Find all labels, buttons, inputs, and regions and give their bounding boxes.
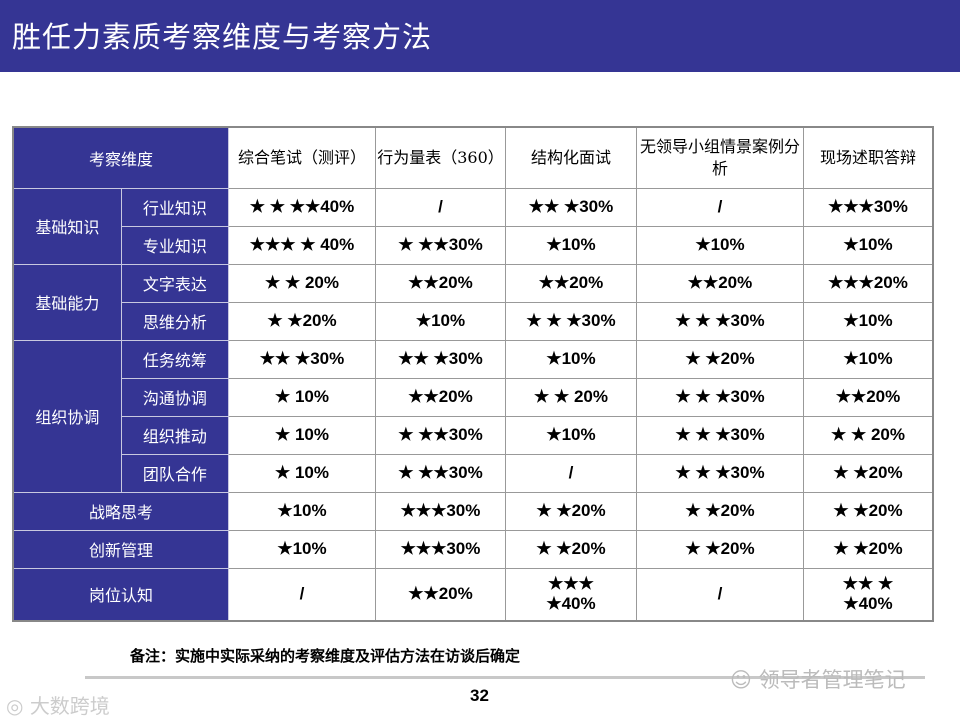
item-label: 任务统筹 — [120, 339, 230, 379]
slide-title: 胜任力素质考察维度与考察方法 — [12, 20, 433, 54]
rating-cell: ★ ★20% — [803, 529, 934, 569]
column-header: 无领导小组情景案例分析 — [636, 126, 804, 189]
rating-cell: ★ ★ ★★40% — [228, 187, 376, 227]
rating-cell: ★★ ★30% — [505, 187, 637, 227]
rating-cell: ★ ★20% — [505, 529, 637, 569]
rating-cell: ★ ★ ★30% — [636, 301, 804, 341]
rating-cell: ★★★ ★ 40% — [228, 225, 376, 265]
rating-cell: ★★ ★30% — [375, 339, 506, 379]
item-label: 团队合作 — [120, 453, 230, 493]
table-row: 基础能力 文字表达 ★ ★ 20% ★★20% ★★20% ★★20% ★★★20% — [12, 263, 934, 341]
rating-cell: ★ ★ ★30% — [636, 377, 804, 417]
rating-cell: ★ ★ 20% — [228, 263, 376, 303]
rating-cell: ★★★ ★40% — [505, 567, 637, 622]
corner-header: 考察维度 — [12, 126, 229, 189]
group-label: 基础知识 — [12, 187, 122, 265]
page-number: 32 — [470, 686, 489, 705]
rating-cell: ★★20% — [505, 263, 637, 303]
column-header: 综合笔试（测评） — [228, 126, 376, 189]
rating-cell: ★★ ★ ★40% — [803, 567, 934, 622]
rating-cell: ★10% — [803, 301, 934, 341]
rating-cell: / — [375, 187, 506, 227]
rating-cell: ★★20% — [803, 377, 934, 417]
divider — [85, 676, 925, 679]
rating-cell: ★★★30% — [803, 187, 934, 227]
rating-cell: ★ ★20% — [636, 529, 804, 569]
item-label: 行业知识 — [120, 187, 230, 227]
table-row: 战略思考 ★10% ★★★30% ★ ★20% ★ ★20% ★ ★20% — [12, 491, 934, 531]
rating-cell: ★10% — [803, 225, 934, 265]
footnote: 备注：实施中实际采纳的考察维度及评估方法在访谈后确定 — [130, 647, 521, 665]
rating-cell: ★★20% — [375, 377, 506, 417]
rating-cell: ★★20% — [375, 263, 506, 303]
rating-cell: ★ ★★30% — [375, 225, 506, 265]
table-row: 基础知识 行业知识 ★ ★ ★★40% / ★★ ★30% / ★★★30% — [12, 187, 934, 265]
item-label: 专业知识 — [120, 225, 230, 265]
group-label: 岗位认知 — [12, 567, 229, 622]
rating-cell: ★ ★ 20% — [505, 377, 637, 417]
rating-cell: / — [228, 567, 376, 622]
table-row: 沟通协调 ★ 10% ★★20% ★ ★ 20% ★ ★ ★30% ★★20% — [13, 377, 934, 417]
rating-cell: ★10% — [505, 225, 637, 265]
watermark-text: 领导者管理笔记 — [758, 668, 906, 692]
watermark-text: 大数跨境 — [29, 694, 110, 718]
table-row: 专业知识 ★★★ ★ 40% ★ ★★30% ★10% ★10% ★10% — [13, 225, 934, 265]
column-header: 结构化面试 — [505, 126, 637, 189]
rating-cell: / — [636, 567, 804, 622]
item-label: 文字表达 — [120, 263, 230, 303]
rating-cell: ★ ★20% — [505, 491, 637, 531]
rating-cell: ★ ★20% — [636, 491, 804, 531]
rating-cell: / — [636, 187, 804, 227]
rating-cell: ★★★30% — [375, 529, 506, 569]
rating-cell: ★ ★20% — [803, 453, 934, 493]
table-row: 团队合作 ★ 10% ★ ★★30% / ★ ★ ★30% ★ ★20% — [13, 453, 934, 493]
group-label: 基础能力 — [12, 263, 122, 341]
rating-cell: ★10% — [228, 529, 376, 569]
rating-cell: ★★★20% — [803, 263, 934, 303]
rating-cell: ★10% — [228, 491, 376, 531]
rating-cell: ★ ★ ★30% — [636, 453, 804, 493]
table-row: 岗位认知 / ★★20% ★★★ ★40% / ★★ ★ ★40% — [12, 567, 934, 622]
rating-cell: ★10% — [803, 339, 934, 379]
rating-cell: ★ 10% — [228, 415, 376, 455]
rating-cell: ★ ★20% — [636, 339, 804, 379]
rating-cell: ★ ★ ★30% — [505, 301, 637, 341]
rating-cell: ★ ★★30% — [375, 453, 506, 493]
rating-cell: ★★ ★30% — [228, 339, 376, 379]
rating-cell: ★ ★ ★30% — [636, 415, 804, 455]
group-label: 创新管理 — [12, 529, 229, 569]
item-label: 沟通协调 — [120, 377, 230, 417]
rating-cell: ★ 10% — [228, 453, 376, 493]
rating-cell: / — [505, 453, 637, 493]
watermark-logo: ☺ 领导者管理笔记 — [730, 668, 906, 692]
rating-cell: ★★20% — [636, 263, 804, 303]
rating-cell: ★ 10% — [228, 377, 376, 417]
rating-cell: ★ ★★30% — [375, 415, 506, 455]
item-label: 思维分析 — [120, 301, 230, 341]
item-label: 组织推动 — [120, 415, 230, 455]
column-header: 行为量表（360） — [375, 126, 506, 189]
group-label: 战略思考 — [12, 491, 229, 531]
watermark-logo: ◎ 大数跨境 — [6, 694, 110, 718]
rating-cell: ★10% — [375, 301, 506, 341]
rating-cell: ★10% — [636, 225, 804, 265]
column-header: 现场述职答辩 — [803, 126, 934, 189]
rating-cell: ★★★30% — [375, 491, 506, 531]
header-row: 考察维度 综合笔试（测评） 行为量表（360） 结构化面试 无领导小组情景案例分… — [12, 126, 934, 189]
group-label: 组织协调 — [12, 339, 122, 493]
rating-cell: ★10% — [505, 339, 637, 379]
table-row: 思维分析 ★ ★20% ★10% ★ ★ ★30% ★ ★ ★30% ★10% — [13, 301, 934, 341]
rating-cell: ★★20% — [375, 567, 506, 622]
assessment-table: 考察维度 综合笔试（测评） 行为量表（360） 结构化面试 无领导小组情景案例分… — [12, 126, 934, 622]
table-row: 组织推动 ★ 10% ★ ★★30% ★10% ★ ★ ★30% ★ ★ 20% — [13, 415, 934, 455]
table-row: 组织协调 任务统筹 ★★ ★30% ★★ ★30% ★10% ★ ★20% ★10% — [12, 339, 934, 493]
table-row: 创新管理 ★10% ★★★30% ★ ★20% ★ ★20% ★ ★20% — [12, 529, 934, 569]
rating-cell: ★ ★20% — [228, 301, 376, 341]
rating-cell: ★ ★ 20% — [803, 415, 934, 455]
rating-cell: ★10% — [505, 415, 637, 455]
rating-cell: ★ ★20% — [803, 491, 934, 531]
title-bar: 胜任力素质考察维度与考察方法 — [0, 0, 960, 72]
